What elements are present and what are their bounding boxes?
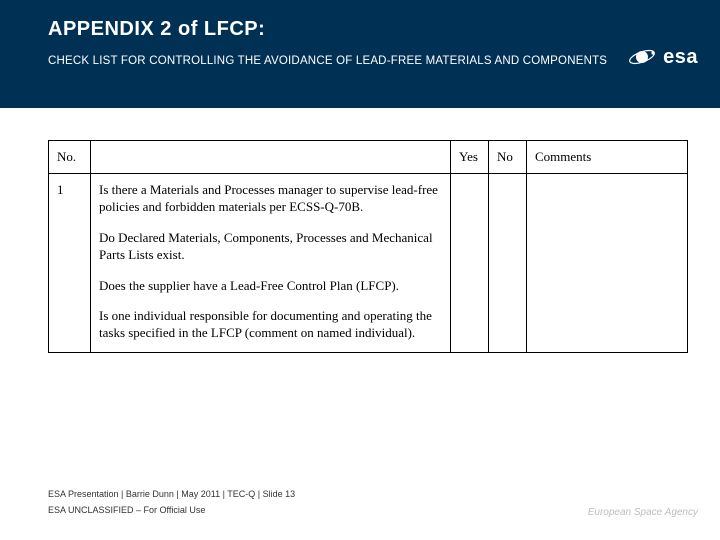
question-cell: Is there a Materials and Processes manag… — [91, 174, 451, 353]
question-text: Does the supplier have a Lead-Free Contr… — [99, 278, 442, 295]
question-text: Do Declared Materials, Components, Proce… — [99, 230, 442, 264]
header-band: APPENDIX 2 of LFCP: CHECK LIST FOR CONTR… — [0, 0, 720, 108]
content-area: No. Yes No Comments 1 Is there a Materia… — [48, 140, 690, 353]
esa-logo-text: esa — [663, 46, 698, 69]
col-header-no: No. — [49, 141, 91, 174]
esa-logo: esa — [627, 42, 698, 72]
question-block: Is there a Materials and Processes manag… — [99, 182, 442, 342]
no-cell — [489, 174, 527, 353]
footer-classification: ESA UNCLASSIFIED – For Official Use — [48, 502, 295, 518]
comments-cell — [527, 174, 688, 353]
yes-cell — [451, 174, 489, 353]
question-text: Is one individual responsible for docume… — [99, 308, 442, 342]
slide-title: APPENDIX 2 of LFCP: — [48, 18, 692, 41]
col-header-yes: Yes — [451, 141, 489, 174]
table-header-row: No. Yes No Comments — [49, 141, 688, 174]
slide: APPENDIX 2 of LFCP: CHECK LIST FOR CONTR… — [0, 0, 720, 540]
footer-left: ESA Presentation | Barrie Dunn | May 201… — [48, 486, 295, 518]
col-header-no: No — [489, 141, 527, 174]
col-header-comments: Comments — [527, 141, 688, 174]
esa-orbit-icon — [627, 42, 657, 72]
footer-agency: European Space Agency — [588, 507, 698, 518]
question-text: Is there a Materials and Processes manag… — [99, 182, 442, 216]
checklist-table: No. Yes No Comments 1 Is there a Materia… — [48, 140, 688, 353]
footer-meta: ESA Presentation | Barrie Dunn | May 201… — [48, 486, 295, 502]
table-row: 1 Is there a Materials and Processes man… — [49, 174, 688, 353]
row-number: 1 — [49, 174, 91, 353]
slide-subtitle: CHECK LIST FOR CONTROLLING THE AVOIDANCE… — [48, 55, 692, 67]
footer: ESA Presentation | Barrie Dunn | May 201… — [48, 486, 698, 518]
col-header-question — [91, 141, 451, 174]
